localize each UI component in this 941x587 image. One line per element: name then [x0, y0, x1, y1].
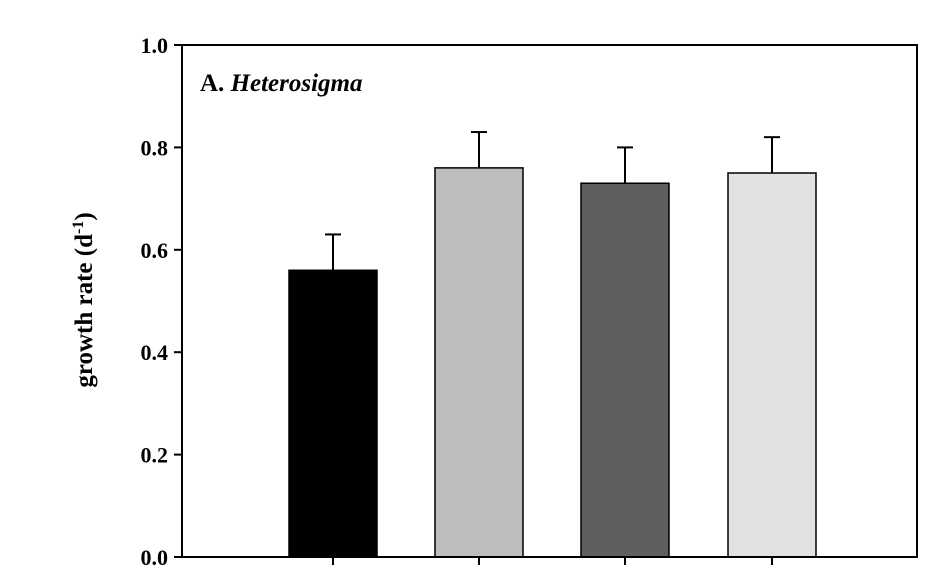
y-tick-label: 0.2	[141, 443, 169, 468]
panel-label-name: Heterosigma	[230, 70, 363, 97]
y-axis-title: growth rate (d-1)	[70, 212, 98, 387]
bar-2	[434, 167, 524, 558]
y-axis-title-superscript: -1	[70, 221, 87, 234]
y-tick-label: 0.4	[141, 340, 169, 365]
y-tick-label: 0.6	[141, 238, 169, 263]
bar-3	[580, 182, 670, 558]
bar-1	[288, 269, 378, 558]
y-axis-title-main: growth rate (d	[71, 234, 98, 388]
panel-label: A. Heterosigma	[200, 70, 363, 97]
y-tick-label: 0.8	[141, 135, 169, 160]
bar-4	[727, 172, 817, 558]
y-tick-label: 0.0	[141, 545, 169, 570]
bar-series	[288, 167, 817, 558]
plot-frame	[181, 44, 918, 558]
y-axis-title-close: )	[71, 212, 98, 220]
y-tick-label: 1.0	[141, 33, 169, 58]
panel-label-prefix: A.	[200, 70, 224, 97]
y-axis-ticks: 0.0 0.2 0.4 0.6 0.8 1.0	[141, 33, 182, 570]
x-axis-ticks	[332, 557, 773, 565]
error-bars	[325, 131, 780, 271]
